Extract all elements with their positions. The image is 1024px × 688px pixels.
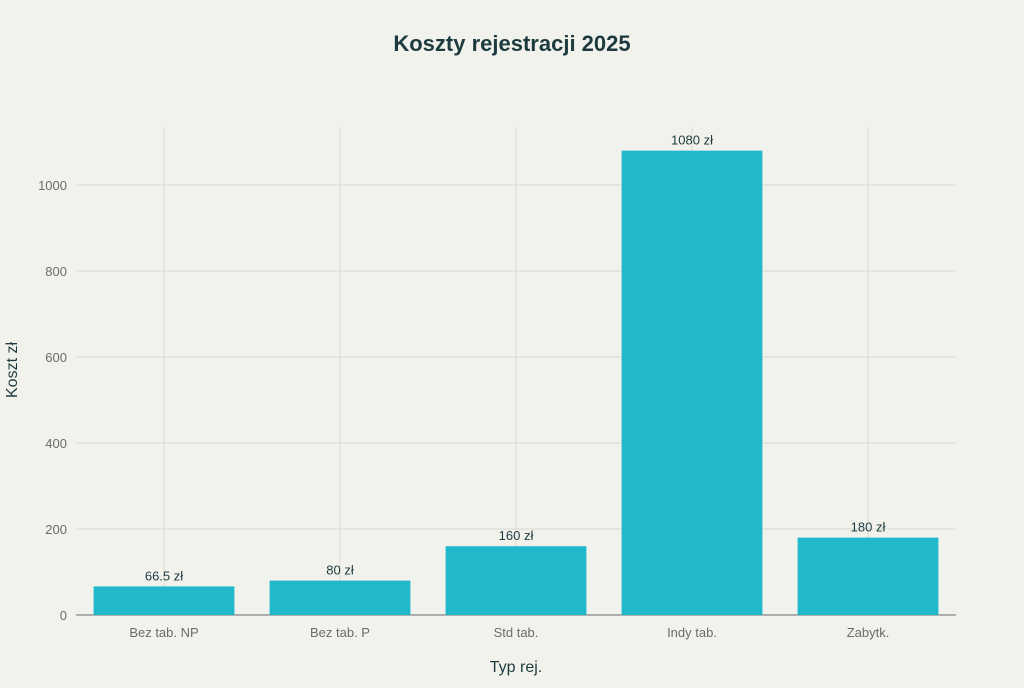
x-tick-label: Bez tab. NP [129,625,198,640]
x-tick-label: Bez tab. P [310,625,370,640]
y-tick-label: 0 [60,608,67,623]
x-tick-label: Zabytk. [847,625,890,640]
bar-data-label: 160 zł [499,528,534,543]
y-tick-label: 600 [45,350,67,365]
y-axis-title: Koszt zł [4,342,21,398]
x-tick-label: Indy tab. [667,625,717,640]
bar [93,586,235,615]
bar [445,546,587,615]
bar-layer [93,150,939,615]
y-tick-label: 800 [45,264,67,279]
y-tick-label: 400 [45,436,67,451]
bar-data-label: 80 zł [326,563,354,578]
x-tick-label: Std tab. [494,625,539,640]
bar-data-label: 180 zł [851,520,886,535]
label-layer: 0 200 400 600 800 1000 66.5 zł Bez tab. NP 80 zł… [38,133,889,640]
y-tick-label: 1000 [38,178,67,193]
bar [621,150,763,615]
chart-title: Koszty rejestracji 2025 [393,31,630,56]
bar-data-label: 66.5 zł [145,568,183,583]
bar-data-label: 1080 zł [671,133,713,148]
x-axis-title: Typ rej. [490,659,542,676]
y-tick-label: 200 [45,522,67,537]
bar [269,580,411,615]
bar [797,537,939,615]
